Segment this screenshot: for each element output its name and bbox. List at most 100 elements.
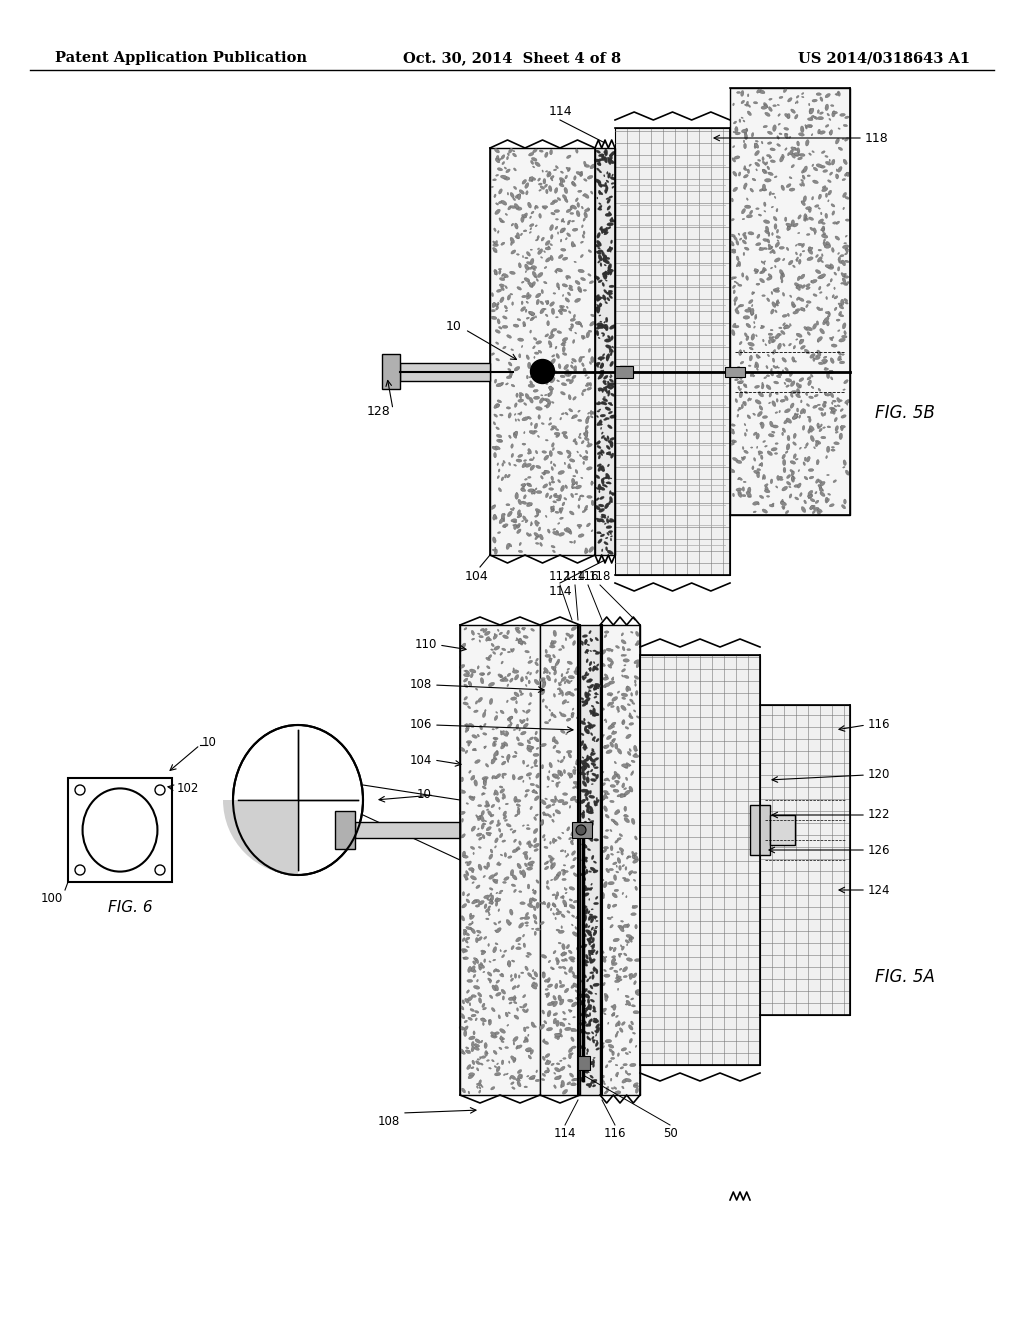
Ellipse shape — [605, 997, 607, 1002]
Ellipse shape — [628, 704, 631, 706]
Ellipse shape — [522, 710, 525, 713]
Ellipse shape — [821, 187, 827, 191]
Ellipse shape — [549, 385, 551, 388]
Ellipse shape — [801, 201, 804, 203]
Ellipse shape — [598, 376, 601, 379]
Ellipse shape — [802, 251, 805, 252]
Ellipse shape — [594, 362, 600, 367]
Ellipse shape — [839, 147, 843, 150]
Ellipse shape — [835, 236, 840, 240]
Ellipse shape — [573, 767, 575, 768]
Ellipse shape — [604, 635, 607, 638]
Ellipse shape — [590, 164, 595, 169]
Ellipse shape — [594, 929, 597, 932]
Ellipse shape — [471, 775, 475, 780]
Ellipse shape — [474, 780, 477, 787]
Ellipse shape — [753, 511, 757, 513]
Ellipse shape — [787, 226, 791, 230]
Ellipse shape — [586, 418, 589, 424]
Ellipse shape — [603, 677, 608, 680]
Ellipse shape — [496, 158, 500, 162]
Ellipse shape — [810, 108, 814, 114]
Ellipse shape — [627, 648, 631, 651]
Ellipse shape — [808, 247, 813, 251]
Ellipse shape — [553, 1001, 557, 1007]
Ellipse shape — [606, 1090, 609, 1093]
Ellipse shape — [512, 830, 516, 833]
Ellipse shape — [800, 253, 802, 256]
Ellipse shape — [492, 293, 494, 297]
Ellipse shape — [551, 235, 553, 239]
Ellipse shape — [509, 544, 512, 546]
Ellipse shape — [738, 172, 740, 176]
Ellipse shape — [499, 469, 500, 473]
Ellipse shape — [479, 635, 483, 638]
Ellipse shape — [530, 1049, 534, 1055]
Ellipse shape — [762, 383, 763, 385]
Ellipse shape — [556, 268, 562, 272]
Ellipse shape — [754, 470, 760, 474]
Ellipse shape — [598, 337, 600, 339]
Ellipse shape — [582, 363, 584, 367]
Ellipse shape — [503, 346, 506, 348]
Ellipse shape — [587, 523, 591, 527]
Ellipse shape — [544, 1020, 547, 1024]
Ellipse shape — [501, 973, 504, 975]
Ellipse shape — [516, 492, 518, 494]
Ellipse shape — [547, 1002, 554, 1006]
Ellipse shape — [603, 791, 608, 793]
Ellipse shape — [590, 710, 595, 715]
Ellipse shape — [517, 807, 520, 809]
Ellipse shape — [529, 858, 531, 859]
Ellipse shape — [743, 165, 745, 169]
Ellipse shape — [617, 710, 620, 713]
Ellipse shape — [607, 532, 609, 536]
Ellipse shape — [557, 331, 561, 334]
Ellipse shape — [592, 855, 594, 859]
Bar — [600, 624, 640, 1096]
Ellipse shape — [468, 742, 470, 746]
Ellipse shape — [519, 870, 522, 875]
Ellipse shape — [610, 742, 613, 747]
Ellipse shape — [488, 833, 492, 834]
Ellipse shape — [512, 960, 515, 962]
Ellipse shape — [609, 296, 612, 298]
Ellipse shape — [561, 218, 564, 222]
Ellipse shape — [510, 242, 513, 246]
Ellipse shape — [553, 494, 557, 496]
Ellipse shape — [500, 785, 503, 788]
Ellipse shape — [503, 461, 505, 463]
Ellipse shape — [582, 335, 584, 339]
Ellipse shape — [602, 956, 606, 962]
Ellipse shape — [625, 791, 630, 795]
Ellipse shape — [609, 350, 610, 352]
Ellipse shape — [480, 1018, 486, 1022]
Ellipse shape — [791, 461, 796, 465]
Ellipse shape — [768, 107, 772, 111]
Ellipse shape — [583, 979, 585, 983]
Ellipse shape — [599, 203, 601, 205]
Ellipse shape — [529, 672, 531, 675]
Ellipse shape — [758, 503, 759, 506]
Ellipse shape — [634, 752, 637, 756]
Ellipse shape — [844, 243, 847, 244]
Ellipse shape — [561, 383, 566, 385]
Ellipse shape — [609, 800, 614, 803]
Ellipse shape — [591, 500, 594, 506]
Ellipse shape — [587, 495, 592, 499]
Ellipse shape — [517, 1074, 521, 1080]
Ellipse shape — [572, 414, 578, 418]
Ellipse shape — [573, 540, 575, 544]
Ellipse shape — [816, 164, 822, 168]
Ellipse shape — [629, 715, 633, 719]
Ellipse shape — [524, 1039, 527, 1041]
Ellipse shape — [570, 865, 574, 869]
Ellipse shape — [791, 219, 795, 227]
Ellipse shape — [580, 800, 586, 804]
Ellipse shape — [564, 958, 567, 961]
Ellipse shape — [742, 401, 744, 404]
Ellipse shape — [510, 909, 513, 915]
Ellipse shape — [593, 870, 598, 873]
Ellipse shape — [598, 484, 601, 490]
Ellipse shape — [746, 491, 752, 496]
